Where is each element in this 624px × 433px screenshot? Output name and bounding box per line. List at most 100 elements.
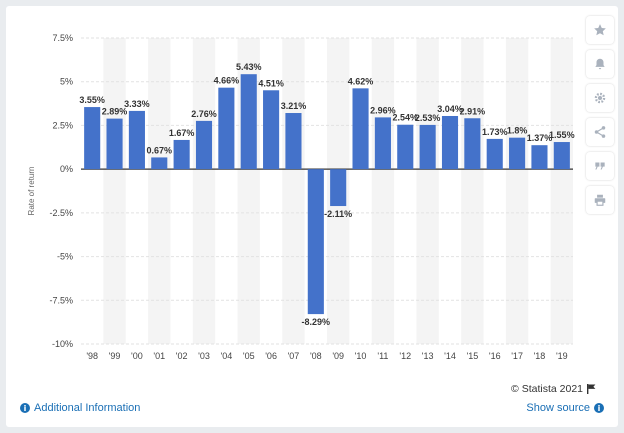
- x-tick-label: '98: [86, 351, 98, 361]
- gear-icon: [594, 92, 606, 104]
- data-label: 4.66%: [214, 76, 240, 86]
- bar: [553, 142, 570, 170]
- favorite-button[interactable]: [586, 16, 614, 44]
- bar: [330, 169, 347, 207]
- settings-button[interactable]: [586, 84, 614, 112]
- bar: [106, 118, 123, 170]
- quote-icon: [595, 162, 605, 170]
- x-tick-label: '03: [198, 351, 210, 361]
- x-tick-label: '16: [489, 351, 501, 361]
- x-tick-label: '99: [109, 351, 121, 361]
- bar: [441, 115, 459, 170]
- x-tick-label: '17: [511, 351, 523, 361]
- x-tick-label: '14: [444, 351, 456, 361]
- data-label: 1.37%: [527, 133, 553, 143]
- bar: [352, 88, 369, 170]
- y-tick-label: 7.5%: [52, 33, 73, 43]
- bar: [307, 169, 324, 315]
- bar: [285, 113, 302, 170]
- background-band: [371, 38, 395, 344]
- x-tick-label: '00: [131, 351, 143, 361]
- background-band: [192, 38, 216, 344]
- info-icon: i: [20, 403, 30, 413]
- x-tick-label: '08: [310, 351, 322, 361]
- x-tick-label: '09: [332, 351, 344, 361]
- bell-icon: [595, 58, 605, 70]
- data-label: 3.55%: [79, 95, 105, 105]
- data-label: 5.43%: [236, 62, 262, 72]
- data-label: 4.62%: [348, 76, 374, 86]
- data-label: 2.91%: [460, 106, 486, 116]
- bar: [240, 74, 257, 170]
- x-tick-label: '19: [556, 351, 568, 361]
- y-tick-label: -5%: [57, 252, 73, 262]
- bar: [374, 117, 391, 170]
- x-tick-label: '12: [399, 351, 411, 361]
- bar: [464, 118, 481, 170]
- data-label: 1.8%: [507, 126, 528, 136]
- data-label: 3.04%: [437, 104, 463, 114]
- bar: [531, 145, 548, 170]
- chart-card: 7.5% 5% 2.5% 0% -2.5% -5% -7.5% -10% Rate of ret…: [6, 6, 618, 427]
- bar: [128, 110, 145, 170]
- y-tick-label: -7.5%: [49, 295, 73, 305]
- x-tick-label: '10: [355, 351, 367, 361]
- background-band: [103, 38, 126, 344]
- x-tick-label: '05: [243, 351, 255, 361]
- bar: [509, 137, 526, 170]
- data-label: 2.54%: [393, 113, 419, 123]
- background-band: [282, 38, 305, 344]
- data-label: 2.76%: [191, 109, 217, 119]
- bar: [151, 157, 168, 170]
- x-tick-label: '15: [466, 351, 478, 361]
- data-label: 1.67%: [169, 128, 195, 138]
- background-band: [148, 38, 171, 344]
- x-tick-label: '07: [288, 351, 300, 361]
- share-button[interactable]: [586, 118, 614, 146]
- y-tick-label: 2.5%: [52, 120, 73, 130]
- y-tick-label: 0%: [60, 164, 73, 174]
- x-tick-label: '04: [220, 351, 232, 361]
- y-tick-label: -2.5%: [49, 208, 73, 218]
- flag-icon: [587, 384, 596, 394]
- bar: [84, 107, 101, 170]
- info-icon: i: [594, 403, 604, 413]
- print-icon: [594, 194, 606, 206]
- share-icon: [594, 126, 606, 138]
- bar: [195, 120, 213, 170]
- background-band: [416, 38, 439, 344]
- background-band: [505, 38, 529, 344]
- additional-information-link[interactable]: i Additional Information: [20, 402, 140, 414]
- credit-text: © Statista 2021: [511, 383, 583, 395]
- cite-button[interactable]: [586, 152, 614, 180]
- data-label: 2.53%: [415, 113, 441, 123]
- show-source-label: Show source: [526, 402, 590, 414]
- bar: [397, 124, 414, 170]
- data-label: 1.55%: [549, 130, 575, 140]
- data-label: -8.29%: [302, 317, 331, 327]
- chart-toolbar: [586, 16, 618, 220]
- bar: [486, 138, 503, 170]
- additional-information-label: Additional Information: [34, 402, 141, 414]
- data-label: 2.96%: [370, 105, 396, 115]
- data-label: 4.51%: [258, 78, 284, 88]
- print-button[interactable]: [586, 186, 614, 214]
- rate-of-return-chart: 7.5% 5% 2.5% 0% -2.5% -5% -7.5% -10% Rate of ret…: [27, 33, 575, 361]
- show-source-link[interactable]: Show source i: [526, 402, 604, 414]
- bar: [263, 90, 280, 170]
- x-tick-label: '11: [377, 351, 388, 361]
- y-axis-title: Rate of return: [27, 167, 36, 216]
- y-tick-label: -10%: [52, 339, 73, 349]
- bar: [419, 124, 436, 170]
- data-label: 0.67%: [147, 145, 173, 155]
- x-tick-label: '13: [422, 351, 434, 361]
- x-tick-label: '02: [176, 351, 188, 361]
- y-tick-label: 5%: [60, 77, 73, 87]
- bar: [173, 139, 190, 170]
- data-label: -2.11%: [324, 209, 352, 219]
- x-tick-label: '06: [265, 351, 277, 361]
- notification-button[interactable]: [586, 50, 614, 78]
- x-tick-label: '01: [153, 351, 165, 361]
- data-label: 3.33%: [124, 99, 150, 109]
- star-icon: [594, 24, 606, 36]
